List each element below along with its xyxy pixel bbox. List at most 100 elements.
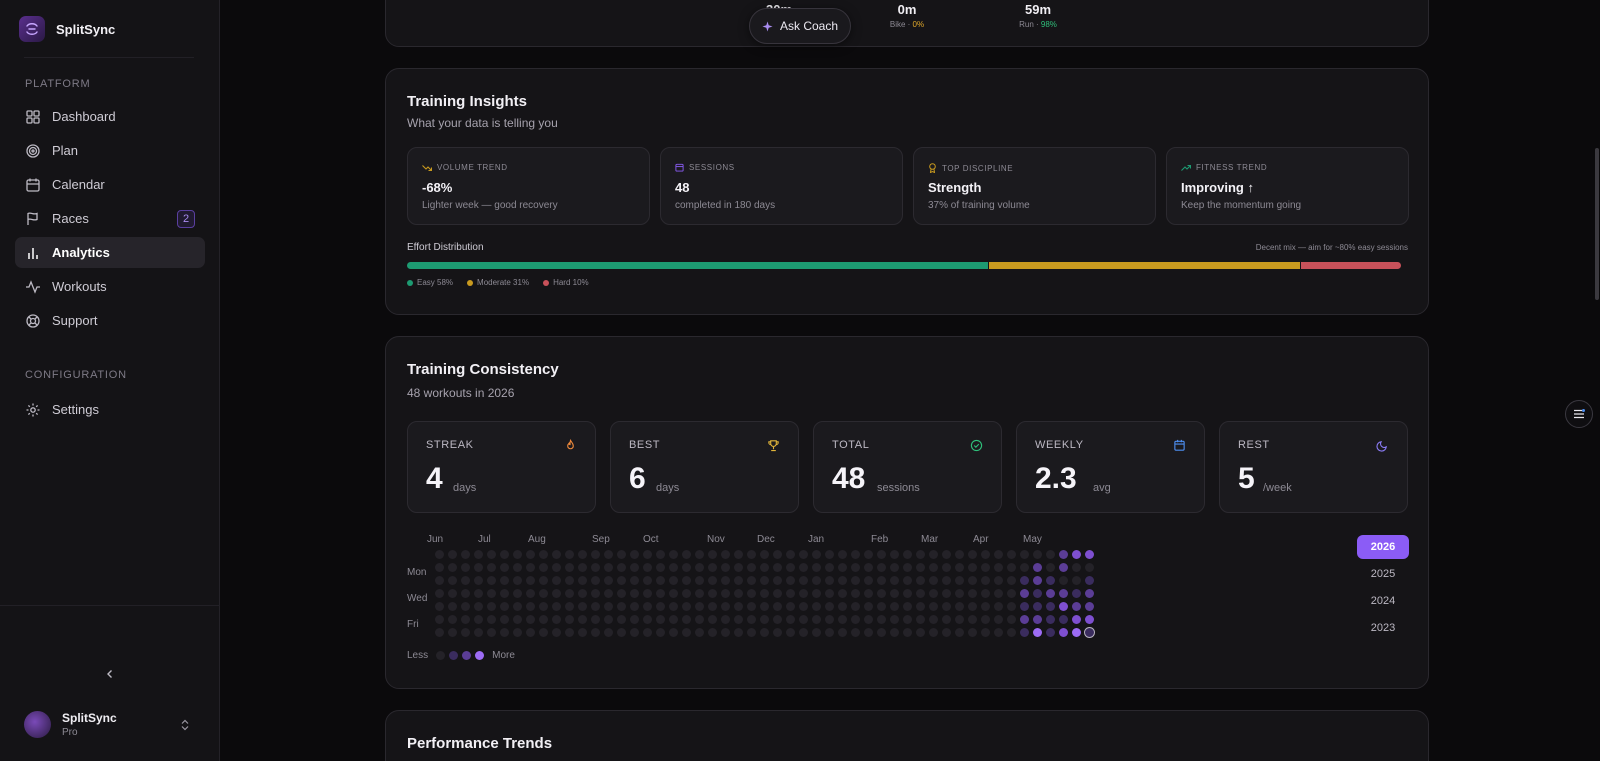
heatmap-cell[interactable] <box>1072 563 1081 572</box>
heatmap-cell[interactable] <box>552 602 561 611</box>
heatmap-cell[interactable] <box>539 589 548 598</box>
heatmap-cell[interactable] <box>643 615 652 624</box>
heatmap-cell[interactable] <box>955 589 964 598</box>
heatmap-cell[interactable] <box>578 628 587 637</box>
heatmap-cell[interactable] <box>994 563 1003 572</box>
ask-coach-button[interactable]: Ask Coach <box>749 8 851 44</box>
heatmap-cell[interactable] <box>825 550 834 559</box>
heatmap-cell[interactable] <box>903 563 912 572</box>
heatmap-cell[interactable] <box>734 550 743 559</box>
heatmap-cell[interactable] <box>656 563 665 572</box>
heatmap-cell[interactable] <box>929 576 938 585</box>
heatmap-cell[interactable] <box>682 628 691 637</box>
heatmap-cell[interactable] <box>1046 589 1055 598</box>
heatmap-cell[interactable] <box>448 628 457 637</box>
heatmap-cell[interactable] <box>656 550 665 559</box>
heatmap-cell[interactable] <box>708 628 717 637</box>
heatmap-cell[interactable] <box>838 576 847 585</box>
heatmap-cell[interactable] <box>565 602 574 611</box>
heatmap-cell[interactable] <box>734 615 743 624</box>
heatmap-cell[interactable] <box>643 563 652 572</box>
user-menu[interactable]: SplitSync Pro <box>24 711 117 738</box>
heatmap-cell[interactable] <box>838 550 847 559</box>
heatmap-cell[interactable] <box>864 550 873 559</box>
heatmap-cell[interactable] <box>591 576 600 585</box>
heatmap-cell[interactable] <box>552 628 561 637</box>
heatmap-cell[interactable] <box>474 615 483 624</box>
sidebar-item-analytics[interactable]: Analytics <box>15 237 205 268</box>
heatmap-cell[interactable] <box>526 576 535 585</box>
heatmap-cell[interactable] <box>1085 615 1094 624</box>
heatmap-cell[interactable] <box>916 576 925 585</box>
heatmap-cell[interactable] <box>500 615 509 624</box>
heatmap-cell[interactable] <box>1007 576 1016 585</box>
heatmap-cell[interactable] <box>747 550 756 559</box>
heatmap-cell[interactable] <box>1085 550 1094 559</box>
heatmap-cell[interactable] <box>513 550 522 559</box>
heatmap-cell[interactable] <box>773 589 782 598</box>
heatmap-cell[interactable] <box>812 576 821 585</box>
heatmap-cell[interactable] <box>539 615 548 624</box>
heatmap-cell[interactable] <box>942 589 951 598</box>
heatmap-cell[interactable] <box>656 615 665 624</box>
heatmap-cell[interactable] <box>474 550 483 559</box>
heatmap-cell[interactable] <box>669 589 678 598</box>
heatmap-cell[interactable] <box>981 563 990 572</box>
heatmap-cell[interactable] <box>1046 615 1055 624</box>
heatmap-cell[interactable] <box>1059 602 1068 611</box>
heatmap-cell[interactable] <box>656 576 665 585</box>
heatmap-cell[interactable] <box>1046 576 1055 585</box>
heatmap-cell[interactable] <box>1085 563 1094 572</box>
heatmap-cell[interactable] <box>1033 576 1042 585</box>
heatmap-cell[interactable] <box>994 589 1003 598</box>
heatmap-cell[interactable] <box>682 563 691 572</box>
heatmap-cell[interactable] <box>864 563 873 572</box>
heatmap-cell[interactable] <box>747 563 756 572</box>
heatmap-cell[interactable] <box>1007 615 1016 624</box>
heatmap-cell[interactable] <box>669 563 678 572</box>
heatmap-cell[interactable] <box>877 589 886 598</box>
heatmap-cell[interactable] <box>851 563 860 572</box>
heatmap-cell[interactable] <box>760 563 769 572</box>
heatmap-cell[interactable] <box>630 602 639 611</box>
heatmap-cell[interactable] <box>591 628 600 637</box>
heatmap-cell[interactable] <box>1020 628 1029 637</box>
heatmap-cell[interactable] <box>695 563 704 572</box>
heatmap-cell[interactable] <box>812 589 821 598</box>
heatmap-cell[interactable] <box>1059 550 1068 559</box>
heatmap-cell[interactable] <box>539 628 548 637</box>
heatmap-cell[interactable] <box>1007 628 1016 637</box>
heatmap-cell[interactable] <box>1085 576 1094 585</box>
heatmap-cell[interactable] <box>890 563 899 572</box>
heatmap-cell[interactable] <box>448 576 457 585</box>
heatmap-cell[interactable] <box>955 615 964 624</box>
heatmap-cell[interactable] <box>838 602 847 611</box>
heatmap-cell[interactable] <box>513 576 522 585</box>
heatmap-cell[interactable] <box>552 576 561 585</box>
heatmap-cell[interactable] <box>513 628 522 637</box>
heatmap-cell[interactable] <box>799 615 808 624</box>
chevrons-up-down-icon[interactable] <box>180 719 190 731</box>
heatmap-cell[interactable] <box>812 563 821 572</box>
year-option-2025[interactable]: 2025 <box>1370 568 1396 580</box>
heatmap-cell[interactable] <box>604 576 613 585</box>
heatmap-cell[interactable] <box>617 576 626 585</box>
heatmap-cell[interactable] <box>617 615 626 624</box>
heatmap-cell[interactable] <box>643 576 652 585</box>
heatmap-cell[interactable] <box>1007 550 1016 559</box>
heatmap-cell[interactable] <box>500 550 509 559</box>
sidebar-item-calendar[interactable]: Calendar <box>15 169 205 200</box>
heatmap-cell[interactable] <box>500 602 509 611</box>
heatmap-cell[interactable] <box>604 602 613 611</box>
heatmap-cell[interactable] <box>669 628 678 637</box>
heatmap-cell[interactable] <box>851 628 860 637</box>
heatmap-cell[interactable] <box>708 602 717 611</box>
heatmap-cell[interactable] <box>617 628 626 637</box>
heatmap-cell[interactable] <box>877 602 886 611</box>
heatmap-cell[interactable] <box>1085 589 1094 598</box>
heatmap-cell[interactable] <box>487 602 496 611</box>
heatmap-cell[interactable] <box>1020 589 1029 598</box>
heatmap-cell[interactable] <box>500 589 509 598</box>
heatmap-cell[interactable] <box>630 576 639 585</box>
heatmap-cell[interactable] <box>435 576 444 585</box>
